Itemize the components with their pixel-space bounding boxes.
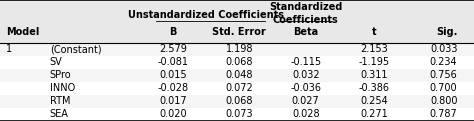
Bar [0,56,474,69]
Text: 1.198: 1.198 [226,44,253,54]
Text: 0.068: 0.068 [226,57,253,68]
Text: 0.015: 0.015 [159,70,187,80]
Text: -0.115: -0.115 [290,57,321,68]
Text: 0.072: 0.072 [226,83,253,94]
Bar [0,108,474,121]
Text: Unstandardized Coefficients: Unstandardized Coefficients [128,10,284,20]
Text: 0.271: 0.271 [361,110,388,120]
Text: -0.036: -0.036 [290,83,321,94]
Text: t: t [372,27,377,37]
Text: Beta: Beta [293,27,319,37]
Text: 1: 1 [6,44,12,54]
Text: SPro: SPro [50,70,72,80]
Text: SV: SV [50,57,63,68]
Text: 0.254: 0.254 [361,96,388,106]
Text: 0.033: 0.033 [430,44,457,54]
Text: RTM: RTM [50,96,70,106]
Bar [0,95,474,108]
Text: -0.028: -0.028 [157,83,189,94]
Text: SEA: SEA [50,110,69,120]
Text: Sig.: Sig. [436,27,457,37]
Text: 2.153: 2.153 [361,44,388,54]
Text: -0.081: -0.081 [157,57,189,68]
Text: Std. Error: Std. Error [212,27,266,37]
Text: B: B [169,27,177,37]
Text: INNO: INNO [50,83,75,94]
Text: 0.068: 0.068 [226,96,253,106]
Text: 0.311: 0.311 [361,70,388,80]
Text: 2.579: 2.579 [159,44,187,54]
Text: Standardized
Coefficients: Standardized Coefficients [269,2,342,25]
Text: 0.032: 0.032 [292,70,319,80]
Text: 0.800: 0.800 [430,96,457,106]
Text: 0.234: 0.234 [430,57,457,68]
Text: 0.073: 0.073 [226,110,253,120]
Text: -1.195: -1.195 [359,57,390,68]
Bar [0,0,474,43]
Text: (Constant): (Constant) [50,44,101,54]
Text: 0.787: 0.787 [429,110,457,120]
Text: Model: Model [6,27,39,37]
Text: -0.386: -0.386 [359,83,390,94]
Text: 0.700: 0.700 [430,83,457,94]
Text: 0.028: 0.028 [292,110,319,120]
Text: 0.017: 0.017 [159,96,187,106]
Text: 0.756: 0.756 [429,70,457,80]
Text: 0.020: 0.020 [159,110,187,120]
Text: 0.027: 0.027 [292,96,319,106]
Bar [0,82,474,95]
Bar [0,43,474,56]
Bar [0,69,474,82]
Text: 0.048: 0.048 [226,70,253,80]
